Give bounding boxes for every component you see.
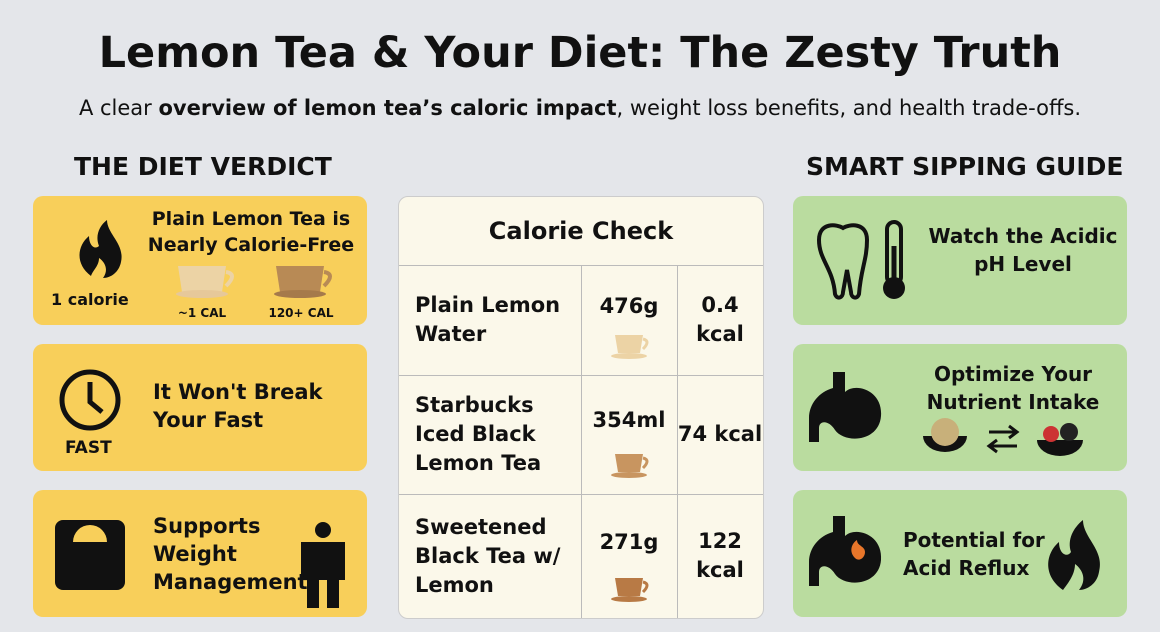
table-cell: Starbucks Iced Black Lemon Tea — [415, 393, 542, 475]
icons — [79, 220, 332, 298]
clock-icon — [59, 369, 121, 431]
icon-label: 1 calorie — [51, 290, 129, 309]
table-cell: 0.4 kcal — [696, 293, 744, 346]
icons — [55, 520, 345, 608]
table-cell: 122 kcal — [696, 529, 744, 582]
table-title: Calorie Check — [488, 217, 674, 245]
title: Lemon Tea & Your Diet: The Zesty Truth — [98, 28, 1062, 78]
left-heading: THE DIET VERDICT — [74, 152, 332, 181]
table-cell: Plain Lemon Water — [415, 293, 561, 346]
card: 1 calorie Plain Lemon Tea is Nearly Calo… — [33, 196, 367, 325]
icon-label: FAST — [65, 438, 112, 458]
card: Potential for Acid Reflux — [793, 490, 1127, 617]
card-title: Watch the Acidic pH Level — [928, 224, 1118, 276]
calorie-table: Calorie Check Plain Lemon Water 476g 0.4 k… — [398, 196, 764, 619]
card: Optimize Your Nutrient Intake — [793, 344, 1127, 471]
icons — [809, 516, 1101, 590]
table-cell: 354ml — [592, 408, 666, 432]
card-title: Optimize Your Nutrient Intake — [926, 362, 1100, 414]
icons — [816, 220, 905, 300]
card-title: It Won't Break Your Fast — [153, 380, 323, 432]
subtitle-part: , weight loss benefits, and health trade… — [616, 96, 1082, 120]
subtitle-part: A clear — [78, 96, 159, 120]
table-cell: 271g — [599, 529, 659, 554]
table-cell: 74 kcal — [677, 422, 763, 446]
subtitle-bold: overview of lemon tea’s caloric impact — [158, 96, 617, 120]
cup-icon — [611, 335, 649, 359]
cup-label: ~1 CAL — [177, 306, 227, 320]
card: Watch the Acidic pH Level — [793, 196, 1127, 325]
card-title: Potential for Acid Reflux — [903, 528, 1045, 580]
right-heading: SMART SIPPING GUIDE — [806, 152, 1124, 181]
table-cell: 476g — [599, 293, 659, 318]
cup-label: 120+ CAL — [268, 306, 334, 320]
cup-icon — [611, 454, 649, 478]
cup-icon — [611, 578, 649, 602]
icons — [809, 372, 1083, 456]
subtitle: A clear overview of lemon tea’s caloric … — [0, 96, 1160, 120]
card: FAST It Won't Break Your Fast — [33, 344, 367, 471]
card-title: Supports Weight Management — [153, 514, 308, 594]
table-cell: Sweetened Black Tea w/ Lemon — [415, 514, 561, 597]
card: Supports Weight Management — [33, 490, 367, 617]
card-title: Plain Lemon Tea is Nearly Calorie-Free — [147, 208, 355, 256]
